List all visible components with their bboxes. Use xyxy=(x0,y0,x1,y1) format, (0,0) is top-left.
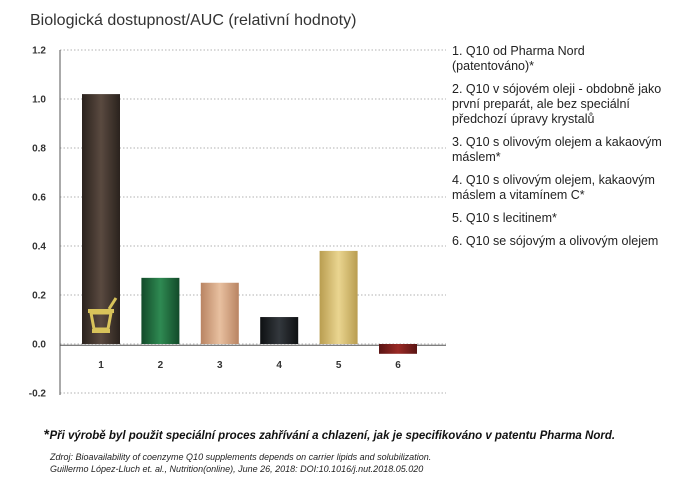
y-tick-label: 1.0 xyxy=(32,95,46,106)
x-tick-labels: 1 2 3 4 5 6 xyxy=(98,360,401,371)
y-tick-label: 0.6 xyxy=(32,193,46,204)
bars xyxy=(82,94,417,354)
footnote-star: * xyxy=(44,426,50,442)
grid-lines xyxy=(60,49,446,394)
source-line: Guillermo López-Lluch et. al., Nutrition… xyxy=(50,464,424,474)
y-tick-label: 0.4 xyxy=(32,242,46,253)
y-tick-label: -0.2 xyxy=(29,389,47,400)
legend-item: 6. Q10 se sójovým a olivovým olejem xyxy=(452,234,659,248)
footnote-text: Při výrobě byl použit speciální proces z… xyxy=(49,430,616,442)
x-tick-label: 3 xyxy=(217,360,223,371)
bar-2 xyxy=(141,277,180,344)
x-tick-label: 2 xyxy=(158,360,164,371)
bar-1 xyxy=(82,94,120,344)
x-tick-label: 1 xyxy=(98,360,104,371)
y-tick-labels: -0.2 0.0 0.2 0.4 0.6 0.8 1.0 1.2 xyxy=(29,46,47,400)
y-tick-label: 0.8 xyxy=(32,144,46,155)
bar-3 xyxy=(200,282,239,344)
legend-item: 4. Q10 s olivovým olejem, kakaovým másle… xyxy=(452,173,655,202)
legend: 1. Q10 od Pharma Nord (patentováno)* 2. … xyxy=(452,44,667,257)
x-tick-label: 4 xyxy=(276,360,282,371)
source-line: Zdroj: Bioavailability of coenzyme Q10 s… xyxy=(50,452,432,462)
x-tick-label: 6 xyxy=(395,360,401,371)
legend-item: 5. Q10 s lecitinem* xyxy=(452,211,557,225)
mortar-icon xyxy=(88,297,118,333)
chart-title: Biologická dostupnost/AUC (relativní hod… xyxy=(30,12,357,29)
x-tick-label: 5 xyxy=(336,360,342,371)
legend-item: 3. Q10 s olivovým olejem a kakaovým másl… xyxy=(452,135,662,164)
y-tick-label: 0.2 xyxy=(32,291,46,302)
bar-4 xyxy=(260,317,299,344)
footnote: *Při výrobě byl použit speciální proces … xyxy=(44,426,615,442)
legend-item: 2. Q10 v sójovém oleji - obdobně jako pr… xyxy=(452,82,662,126)
bar-5 xyxy=(319,250,358,344)
source-citation: Zdroj: Bioavailability of coenzyme Q10 s… xyxy=(50,451,431,475)
legend-item: 1. Q10 od Pharma Nord (patentováno)* xyxy=(452,44,585,73)
y-tick-label: 1.2 xyxy=(32,46,46,57)
y-tick-label: 0.0 xyxy=(32,340,46,351)
bar-6 xyxy=(379,344,417,354)
